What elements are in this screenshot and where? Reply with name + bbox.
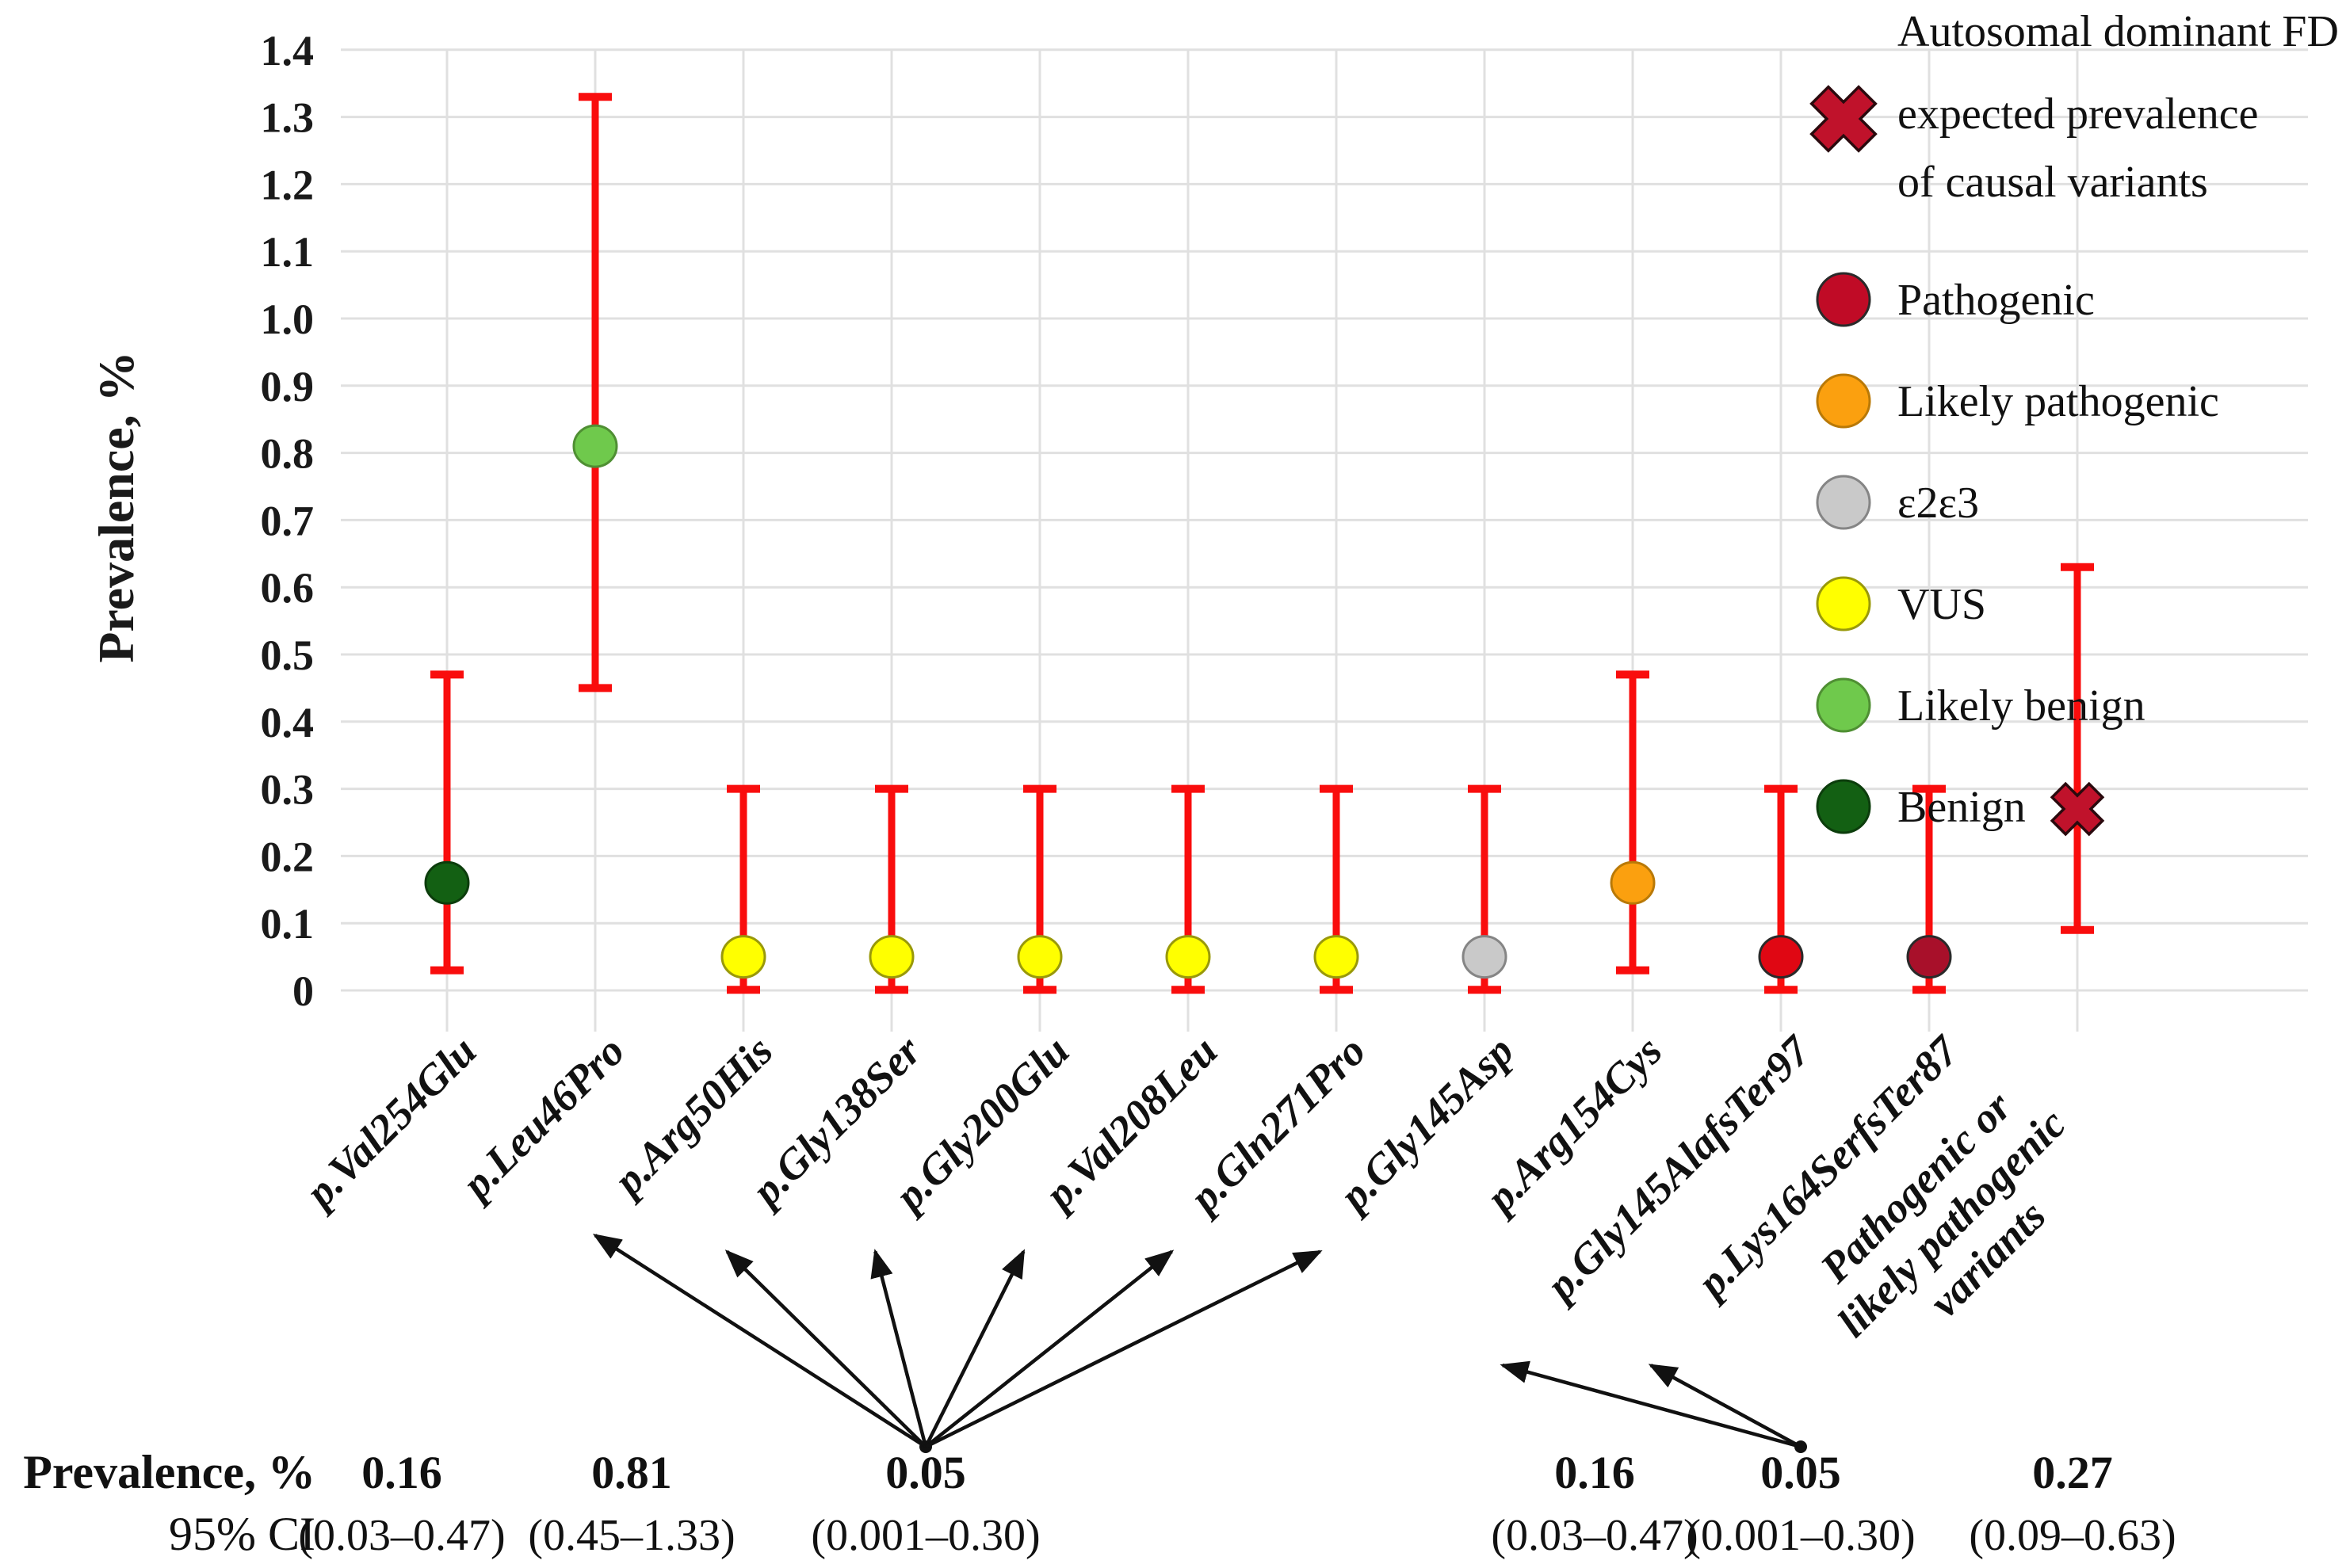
annotation-prevalence-value: 0.27 bbox=[2032, 1447, 2113, 1498]
legend-swatch-icon bbox=[1816, 677, 1871, 733]
legend-expected-label-line: of causal variants bbox=[1897, 158, 2208, 207]
legend: Autosomal dominant FD : expected prevalen… bbox=[1809, 7, 2346, 834]
legend-item-label: Likely pathogenic bbox=[1897, 377, 2219, 426]
legend-swatch-icon bbox=[1816, 272, 1871, 327]
legend-item-label: VUS bbox=[1897, 580, 1986, 629]
annotation-ci-value: (0.001–0.30) bbox=[1686, 1511, 1915, 1560]
y-tick-label: 0.8 bbox=[261, 430, 315, 478]
fan-arrow bbox=[592, 1234, 927, 1448]
category-labels: p.Val254Glup.Leu46Prop.Arg50Hisp.Gly138S… bbox=[294, 1026, 2075, 1346]
fan-arrow bbox=[1648, 1364, 1802, 1448]
data-point-marker bbox=[1758, 935, 1804, 979]
legend-item-label: Pathogenic bbox=[1897, 276, 2095, 325]
data-point-x-marker bbox=[2050, 781, 2105, 837]
data-point-marker bbox=[1165, 935, 1211, 979]
legend-swatch-icon bbox=[1816, 576, 1871, 631]
data-point-marker bbox=[1461, 935, 1507, 979]
error-bar bbox=[2061, 563, 2094, 934]
y-tick-label: 0.3 bbox=[261, 766, 315, 814]
annotation-rows: Prevalence, % 95% CI 0.16 (0.03–0.47) 0.81 (0… bbox=[23, 1446, 2176, 1560]
y-tick-label: 1.0 bbox=[261, 296, 315, 343]
error-bar bbox=[579, 93, 612, 692]
y-tick-label: 0.4 bbox=[261, 699, 315, 746]
y-tick-label: 0.9 bbox=[261, 363, 315, 410]
legend-swatch-icon bbox=[1816, 475, 1871, 530]
data-point-marker bbox=[720, 935, 766, 979]
category-label: p.Val254Glu bbox=[294, 1027, 486, 1219]
category-label: p.Gly145AlafsTer97 bbox=[1535, 1026, 1821, 1311]
annotation-row2-label: 95% CI bbox=[169, 1508, 315, 1560]
annotation-prevalence-value: 0.16 bbox=[361, 1447, 442, 1498]
fan-arrow bbox=[1500, 1360, 1802, 1449]
annotation-arrow-fans bbox=[592, 1234, 1807, 1453]
y-axis: 0 0.1 0.2 0.3 0.4 0.5 0.6 0.7 0.8 0.9 1.0 1.1 1.2 1.3… bbox=[88, 27, 314, 1015]
legend-expected-label-line: expected prevalence bbox=[1897, 90, 2258, 139]
annotation-prevalence-value: 0.16 bbox=[1554, 1447, 1635, 1498]
data-point-marker bbox=[1017, 935, 1063, 979]
legend-swatch-icon bbox=[1816, 373, 1871, 429]
y-tick-label: 1.4 bbox=[261, 27, 315, 74]
fan-arrow bbox=[923, 1249, 1026, 1448]
legend-item-label: ε2ε3 bbox=[1897, 479, 1979, 528]
error-bar bbox=[1616, 670, 1649, 975]
annotation-prevalence-value: 0.05 bbox=[885, 1447, 966, 1498]
legend-item-label: Likely benign bbox=[1897, 681, 2145, 731]
legend-swatch-icon bbox=[1816, 779, 1871, 834]
data-point-marker bbox=[1313, 935, 1359, 979]
data-point-marker bbox=[424, 860, 470, 905]
y-tick-label: 0 bbox=[292, 967, 314, 1015]
y-axis-title: Prevalence, % bbox=[88, 351, 144, 662]
y-tick-label: 0.7 bbox=[261, 497, 315, 544]
y-tick-label: 0.1 bbox=[261, 900, 315, 948]
y-tick-label: 0.2 bbox=[261, 833, 315, 880]
y-tick-label: 0.6 bbox=[261, 564, 315, 612]
annotation-ci-value: (0.001–0.30) bbox=[811, 1511, 1040, 1560]
fan-arrow bbox=[924, 1249, 1175, 1448]
y-tick-label: 1.1 bbox=[261, 228, 315, 276]
data-points bbox=[424, 424, 2105, 979]
annotation-ci-value: (0.03–0.47) bbox=[1491, 1511, 1698, 1560]
y-tick-label: 1.2 bbox=[261, 161, 315, 208]
legend-x-marker-icon bbox=[1809, 85, 1878, 153]
annotation-prevalence-value: 0.05 bbox=[1760, 1447, 1841, 1498]
data-point-marker bbox=[869, 935, 915, 979]
error-bar bbox=[430, 670, 464, 975]
annotation-ci-value: (0.45–1.33) bbox=[528, 1511, 735, 1560]
y-tick-label: 1.3 bbox=[261, 94, 315, 142]
data-point-marker bbox=[1906, 935, 1952, 979]
fan-arrow bbox=[925, 1249, 1323, 1449]
annotation-row1-label: Prevalence, % bbox=[23, 1446, 315, 1498]
y-tick-label: 0.5 bbox=[261, 631, 315, 679]
annotation-prevalence-value: 0.81 bbox=[591, 1447, 672, 1498]
fan-arrow bbox=[724, 1249, 927, 1448]
annotation-ci-value: (0.09–0.63) bbox=[1969, 1511, 2176, 1560]
legend-item-label: Benign bbox=[1897, 783, 2026, 832]
error-bars bbox=[430, 93, 2094, 994]
data-point-marker bbox=[1610, 860, 1656, 905]
legend-expected-label-line: Autosomal dominant FD : bbox=[1897, 7, 2346, 56]
data-point-marker bbox=[572, 424, 618, 468]
fan-arrow bbox=[870, 1249, 928, 1448]
annotation-ci-value: (0.03–0.47) bbox=[298, 1511, 505, 1560]
